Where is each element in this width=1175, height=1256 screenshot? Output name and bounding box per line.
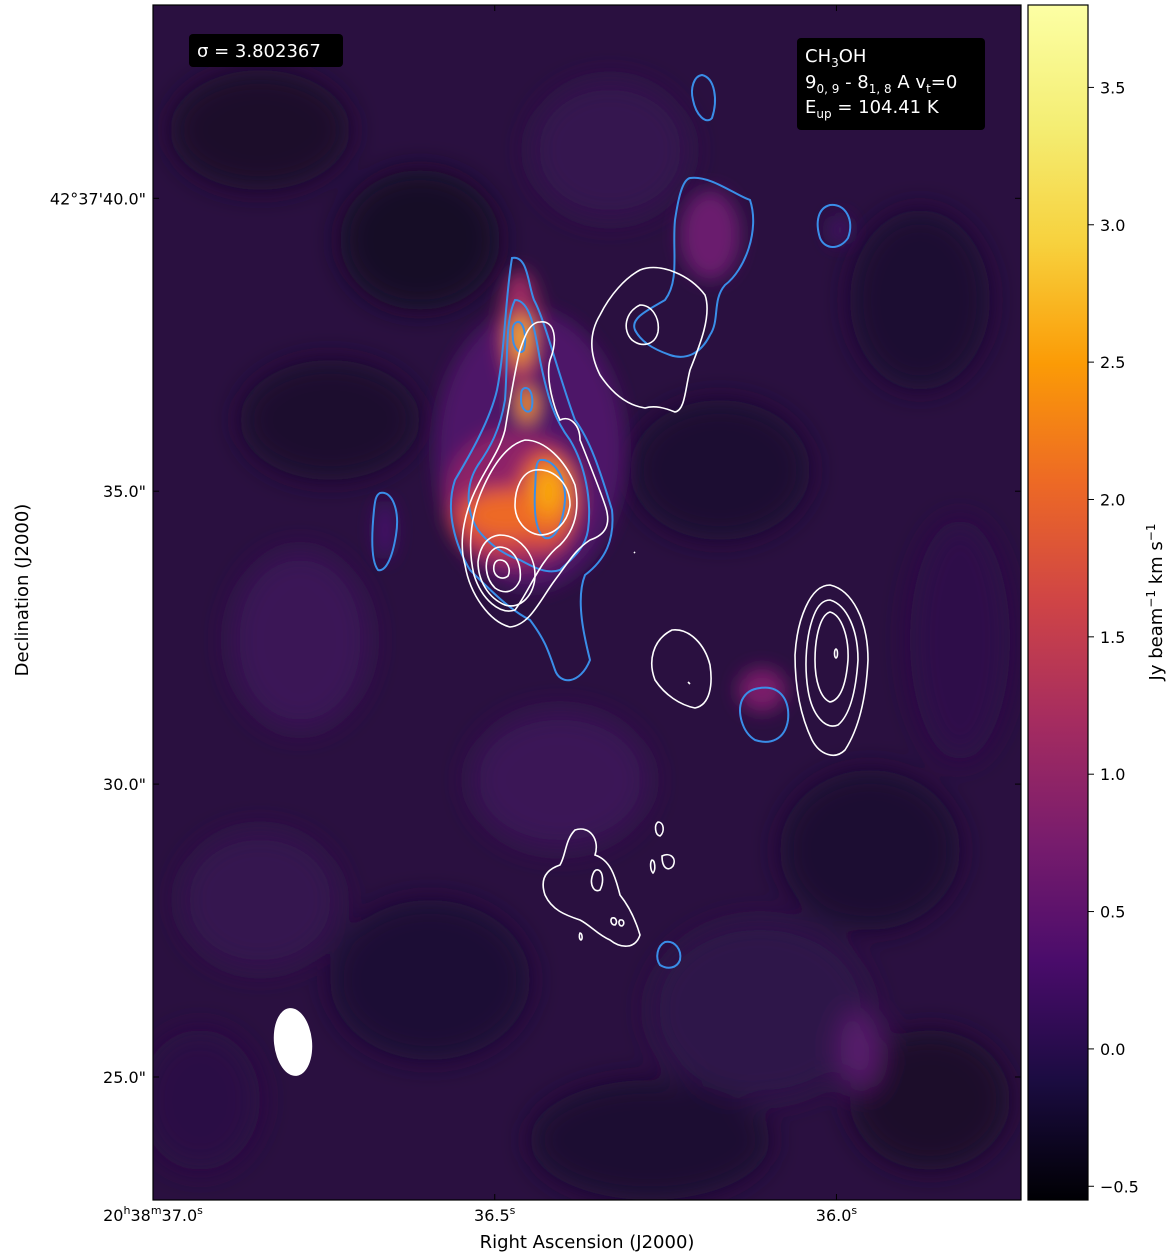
colorbar-tick-label: 2.5 — [1100, 353, 1125, 372]
white-contour-east-mid — [805, 599, 859, 727]
blue-contour-west — [371, 491, 398, 572]
white-contour-main-5 — [492, 559, 510, 579]
x-tick-label: 36.5s — [474, 1204, 516, 1225]
colorbar-tick-label: 1.5 — [1100, 628, 1125, 647]
colorbar-label: Jy beam−1 km s−1 — [1144, 524, 1167, 682]
map-panel — [153, 5, 1021, 1200]
white-contour-south-small-4 — [610, 917, 618, 926]
y-axis-label: Declination (J2000) — [12, 504, 33, 677]
line-info-box: CH3OH 90, 9 - 81, 8 A vt=0 Eup = 104.41 … — [797, 38, 985, 130]
white-contour-main-2 — [469, 439, 578, 612]
white-contours — [461, 266, 869, 947]
white-contour-south-small-6 — [578, 932, 583, 941]
beam-ellipse — [273, 1008, 313, 1076]
sigma-label: σ = 3.802367 — [197, 41, 321, 62]
blue-contour-south — [656, 940, 682, 969]
white-contour-center-dot — [687, 681, 691, 685]
sigma-box-background — [189, 34, 343, 67]
blue-contour-peak-1 — [511, 320, 527, 354]
white-contour-dot — [633, 551, 636, 554]
colorbar-tick-label: 3.0 — [1100, 216, 1125, 235]
blue-contour-peak-2 — [519, 387, 534, 413]
background-noise — [153, 70, 1010, 1200]
blue-contours — [371, 73, 852, 969]
white-contour-north-inner — [625, 304, 660, 346]
white-contour-south-small-1 — [654, 821, 664, 837]
x-axis-label: Right Ascension (J2000) — [480, 1232, 695, 1253]
white-contour-main-3 — [477, 534, 536, 607]
x-tick-label: 36.0s — [816, 1204, 858, 1225]
y-tick-label: 35.0" — [103, 482, 146, 501]
y-tick-label: 25.0" — [103, 1068, 146, 1087]
white-contour-main-inner — [514, 469, 571, 536]
blue-contour-top-small — [691, 73, 716, 122]
y-axis: 42°37'40.0" 35.0" 30.0" 25.0" — [50, 189, 1021, 1087]
white-contour-north — [590, 266, 708, 413]
colorbar-gradient — [1028, 5, 1088, 1200]
white-contour-south-small-3 — [649, 859, 656, 875]
white-contour-east-outer — [794, 584, 869, 756]
y-tick-label: 30.0" — [103, 775, 146, 794]
blue-contour-main-mid — [467, 298, 591, 573]
sigma-box: σ = 3.802367 — [189, 34, 343, 67]
blue-contour-north-clump — [633, 176, 755, 358]
colorbar-tick-label: 0.5 — [1100, 903, 1125, 922]
white-contour-east-inner — [814, 611, 849, 703]
white-contour-south-small-2 — [661, 853, 675, 870]
map-frame — [152, 4, 1022, 1201]
colorbar: 3.5 3.0 2.5 2.0 1.5 1.0 0.5 0.0 −0.5 Jy beam−1 k… — [1027, 4, 1167, 1201]
y-tick-label: 42°37'40.0" — [50, 189, 146, 208]
colorbar-tick-label: 2.0 — [1100, 490, 1125, 509]
white-contour-center — [651, 629, 712, 709]
white-contour-south-small-5 — [618, 919, 625, 927]
blue-contour-top-right — [816, 203, 852, 248]
colorbar-tick-label: 1.0 — [1100, 765, 1125, 784]
white-contour-main-4 — [485, 546, 522, 593]
white-contour-south-hole — [590, 869, 604, 892]
colorbar-tick-label: 3.5 — [1100, 78, 1125, 97]
colorbar-tick-label: −0.5 — [1100, 1177, 1139, 1196]
blue-contour-main-outer — [449, 256, 614, 682]
blue-contour-peak-3 — [533, 458, 567, 540]
white-contour-south — [542, 828, 641, 947]
colorbar-ticks: 3.5 3.0 2.5 2.0 1.5 1.0 0.5 0.0 −0.5 — [1088, 78, 1139, 1196]
colorbar-frame — [1027, 4, 1089, 1201]
line-info-box-background — [797, 38, 985, 130]
white-contour-east-peak — [833, 648, 839, 659]
blue-contour-east — [739, 686, 790, 743]
x-tick-label: 20h38m37.0s — [103, 1204, 203, 1225]
white-contour-main-1 — [461, 321, 609, 628]
colorbar-tick-label: 0.0 — [1100, 1040, 1125, 1059]
